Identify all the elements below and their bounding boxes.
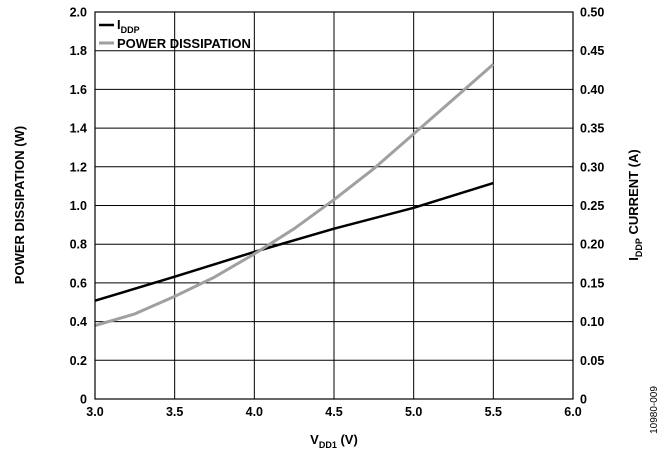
y-left-tick-label: 1.6 [70,83,87,97]
x-tick-label: 3.0 [86,405,103,419]
x-tick-label: 5.5 [485,405,502,419]
series-line-power-dissipation [94,63,495,327]
y-right-tick-label: 0.10 [580,315,604,329]
y-right-tick-label: 0.35 [580,122,604,136]
x-tick-label: 4.5 [325,405,342,419]
plot-area-frame [94,11,574,400]
y-left-tick-label: 1.2 [70,160,87,174]
x-tick-label: 4.0 [246,405,263,419]
y-left-tick-label: 1.8 [70,44,87,58]
legend-label-iddp: IDDP [117,17,140,35]
grid [95,12,573,399]
x-tick-label: 3.5 [166,405,183,419]
y-right-tick-label: 0.45 [580,44,604,58]
y-axis-right-title: IDDP CURRENT (A) [626,149,644,260]
legend-label-power: POWER DISSIPATION [117,36,251,51]
legend: IDDP POWER DISSIPATION [99,17,251,51]
y-left-tick-label: 1.4 [70,122,87,136]
y-left-tick-label: 0.6 [70,276,87,290]
y-right-tick-label: 0.50 [580,6,604,20]
series-line-iddp [94,181,494,302]
y-right-tick-label: 0.05 [580,354,604,368]
tick-labels: 3.0 3.5 4.0 4.5 5.0 5.5 6.000.20.40.60.81.01.2… [70,6,605,420]
y-left-tick-label: 0.4 [70,315,87,329]
x-axis-title: VDD1 (V) [310,432,358,450]
y-axis-left-title: POWER DISSIPATION (W) [12,126,27,284]
y-left-tick-label: 0.8 [70,238,87,252]
y-right-tick-label: 0.40 [580,83,604,97]
y-right-tick-label: 0.15 [580,276,604,290]
series-layer [94,63,495,327]
y-left-tick-label: 0.2 [70,354,87,368]
y-right-tick-label: 0.30 [580,160,604,174]
y-left-tick-label: 0 [80,393,87,407]
y-right-tick-label: 0 [580,393,587,407]
y-right-tick-label: 0.20 [580,238,604,252]
figure-id: 10980-009 [649,386,660,434]
x-tick-label: 6.0 [564,405,581,419]
y-right-tick-label: 0.25 [580,199,604,213]
y-left-tick-label: 1.0 [70,199,87,213]
x-tick-label: 5.0 [405,405,422,419]
y-left-tick-label: 2.0 [70,6,87,20]
